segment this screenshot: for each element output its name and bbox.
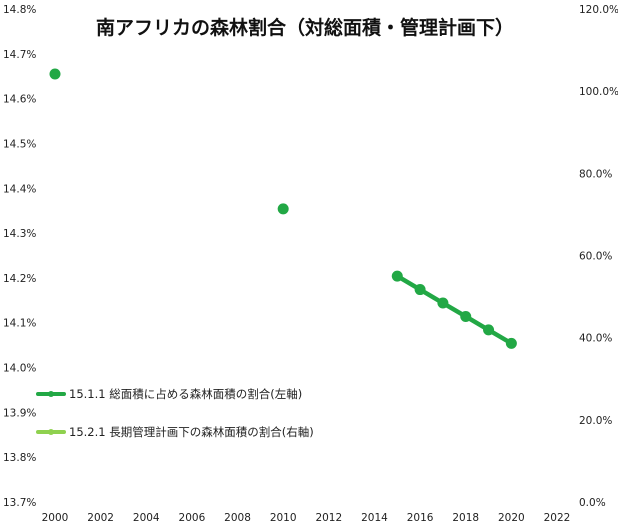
- left-tick-label: 13.9%: [3, 407, 36, 419]
- chart-title: 南アフリカの森林割合（対総面積・管理計画下）: [96, 16, 514, 39]
- left-tick-label: 13.8%: [3, 452, 36, 464]
- data-point: [460, 310, 472, 322]
- right-tick-label: 80.0%: [579, 168, 612, 180]
- series-layer: [49, 68, 517, 349]
- right-tick-label: 20.0%: [579, 415, 612, 427]
- left-tick-label: 14.6%: [3, 94, 36, 106]
- data-point: [391, 270, 403, 282]
- legend-marker-managed-forest-share: [48, 429, 54, 435]
- left-tick-label: 14.7%: [3, 49, 36, 61]
- x-tick-label: 2002: [87, 512, 114, 524]
- legend-marker-forest-area-share: [48, 391, 54, 397]
- right-tick-label: 120.0%: [579, 4, 618, 16]
- right-tick-label: 0.0%: [579, 497, 606, 509]
- data-point: [437, 297, 449, 309]
- x-tick-label: 2022: [544, 512, 571, 524]
- data-point: [277, 203, 289, 215]
- right-axis: 0.0% 20.0% 40.0% 60.0% 80.0% 100.0% 120.0%: [579, 4, 618, 509]
- x-tick-label: 2006: [179, 512, 206, 524]
- x-axis: 2000 2002 2004 2006 2008 2010 2012 2014 2016 2018…: [42, 512, 571, 524]
- left-axis: 13.7% 13.8% 13.9% 14.0% 14.1% 14.2% 14.3% 14.4%…: [3, 4, 36, 509]
- right-tick-label: 40.0%: [579, 333, 612, 345]
- legend-label-forest-area-share: 15.1.1 総面積に占める森林面積の割合(左軸): [69, 387, 302, 401]
- x-tick-label: 2018: [452, 512, 479, 524]
- x-tick-label: 2004: [133, 512, 160, 524]
- x-tick-label: 2012: [315, 512, 342, 524]
- right-tick-label: 60.0%: [579, 251, 612, 263]
- data-point: [49, 68, 61, 80]
- left-tick-label: 14.0%: [3, 363, 36, 375]
- data-point: [414, 284, 426, 296]
- left-tick-label: 14.1%: [3, 318, 36, 330]
- data-point: [483, 324, 495, 336]
- x-tick-label: 2014: [361, 512, 388, 524]
- left-tick-label: 14.5%: [3, 138, 36, 150]
- left-tick-label: 13.7%: [3, 497, 36, 509]
- data-point: [505, 337, 517, 349]
- left-tick-label: 14.2%: [3, 273, 36, 285]
- x-tick-label: 2010: [270, 512, 297, 524]
- x-tick-label: 2016: [407, 512, 434, 524]
- left-tick-label: 14.8%: [3, 4, 36, 16]
- left-tick-label: 14.3%: [3, 228, 36, 240]
- x-tick-label: 2020: [498, 512, 525, 524]
- legend-label-managed-forest-share: 15.2.1 長期管理計画下の森林面積の割合(右軸): [69, 425, 314, 439]
- legend: 15.1.1 総面積に占める森林面積の割合(左軸) 15.2.1 長期管理計画下…: [36, 387, 314, 439]
- left-tick-label: 14.4%: [3, 183, 36, 195]
- x-tick-label: 2008: [224, 512, 251, 524]
- legend-item-forest-area-share: 15.1.1 総面積に占める森林面積の割合(左軸): [36, 387, 302, 401]
- right-tick-label: 100.0%: [579, 86, 618, 98]
- x-tick-label: 2000: [42, 512, 69, 524]
- legend-item-managed-forest-share: 15.2.1 長期管理計画下の森林面積の割合(右軸): [36, 425, 314, 439]
